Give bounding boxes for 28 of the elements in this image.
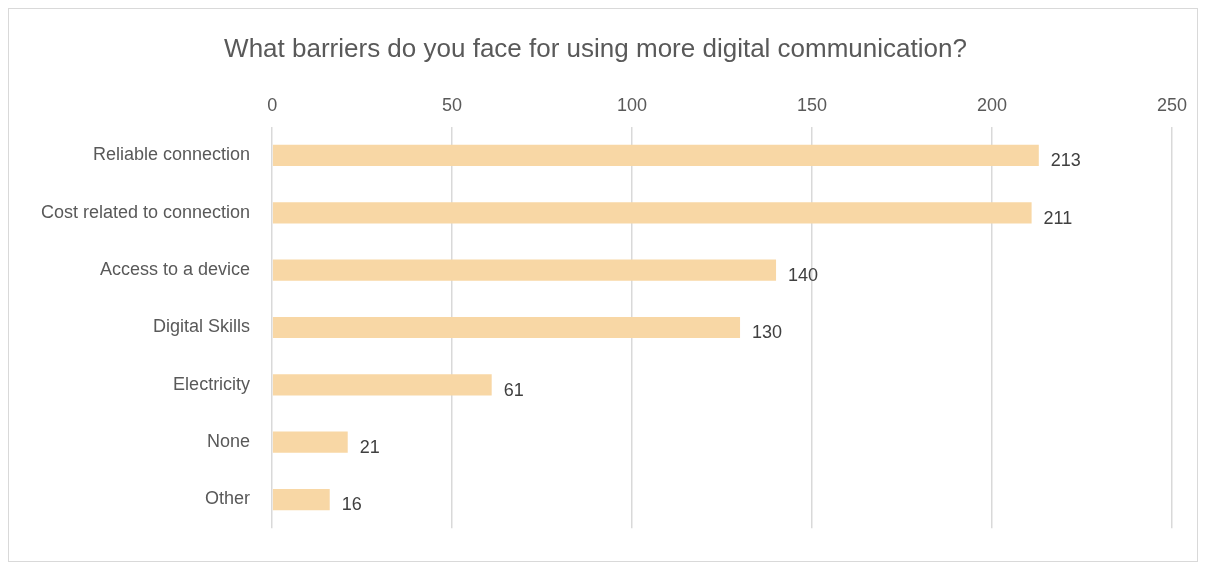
y-tick-label: Other — [205, 488, 251, 509]
x-tick-label: 0 — [267, 94, 278, 115]
data-label: 211 — [1043, 207, 1073, 228]
y-tick-label: Electricity — [173, 373, 251, 394]
bar — [272, 202, 1032, 224]
x-tick-label: 250 — [1156, 94, 1188, 115]
chart-title: What barriers do you face for using more digital communication? — [224, 32, 967, 63]
data-label: 213 — [1050, 150, 1081, 171]
bar — [272, 144, 1039, 167]
data-label: 130 — [752, 322, 783, 343]
bar — [272, 259, 777, 281]
data-label: 140 — [788, 265, 819, 286]
y-tick-label: None — [207, 431, 251, 452]
bar — [272, 488, 330, 511]
data-label: 16 — [341, 494, 362, 515]
x-tick-label: 200 — [976, 94, 1008, 115]
x-tick-label: 50 — [442, 94, 463, 115]
bar — [272, 374, 492, 396]
y-tick-label: Digital Skills — [153, 316, 251, 337]
data-label: 61 — [503, 379, 524, 400]
bar — [272, 316, 741, 339]
x-tick-label: 150 — [797, 94, 828, 115]
bar — [272, 431, 348, 453]
y-tick-label: Access to a device — [100, 259, 251, 280]
y-tick-label: Cost related to connection — [40, 201, 251, 222]
y-tick-label: Reliable connection — [93, 144, 251, 165]
x-tick-label: 100 — [617, 94, 648, 115]
data-label: 21 — [359, 437, 380, 458]
